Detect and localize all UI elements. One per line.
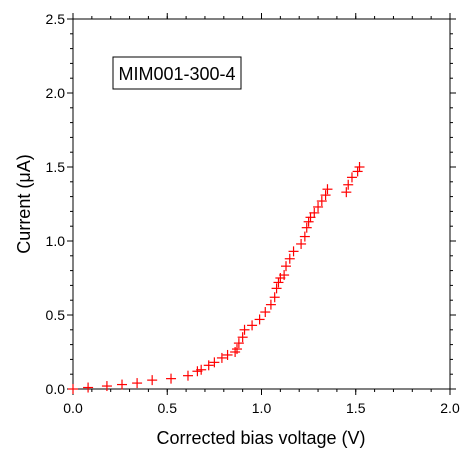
data-point bbox=[303, 216, 314, 227]
data-point bbox=[209, 357, 220, 368]
data-point bbox=[182, 370, 193, 381]
data-point bbox=[132, 378, 143, 389]
data-point bbox=[281, 261, 292, 272]
annotation-label: MIM001-300-4 bbox=[118, 64, 235, 84]
annotation-box bbox=[112, 56, 242, 90]
x-tick-label: 1.0 bbox=[252, 400, 272, 416]
y-tick-label: 2.0 bbox=[46, 85, 66, 101]
data-point bbox=[269, 292, 280, 303]
data-point bbox=[343, 179, 354, 190]
data-point bbox=[265, 299, 276, 310]
data-point bbox=[273, 277, 284, 288]
y-tick-label: 0.5 bbox=[46, 307, 66, 323]
x-tick-label: 0.0 bbox=[63, 400, 83, 416]
data-point bbox=[322, 184, 333, 195]
data-point bbox=[233, 338, 244, 349]
data-point bbox=[284, 253, 295, 264]
data-point bbox=[316, 196, 327, 207]
data-point bbox=[203, 360, 214, 371]
data-point bbox=[313, 201, 324, 212]
y-tick-label: 1.5 bbox=[46, 159, 66, 175]
data-point bbox=[260, 307, 271, 318]
data-point bbox=[117, 379, 128, 390]
data-point bbox=[216, 352, 227, 363]
y-axis-title: Current (μA) bbox=[14, 154, 34, 253]
x-tick-label: 0.5 bbox=[158, 400, 178, 416]
data-point bbox=[231, 344, 242, 355]
data-point bbox=[354, 162, 365, 172]
data-point bbox=[299, 231, 310, 242]
data-point bbox=[320, 190, 331, 201]
data-point bbox=[196, 364, 207, 375]
y-tick-label: 1.0 bbox=[46, 233, 66, 249]
data-point bbox=[166, 373, 177, 384]
data-point bbox=[301, 222, 312, 233]
x-axis-title: Corrected bias voltage (V) bbox=[156, 428, 365, 448]
data-points bbox=[68, 162, 365, 394]
data-point bbox=[68, 384, 78, 394]
data-point bbox=[254, 314, 265, 325]
y-tick-label: 2.5 bbox=[46, 11, 66, 27]
x-tick-label: 1.5 bbox=[346, 400, 366, 416]
data-point bbox=[239, 324, 250, 335]
data-point bbox=[147, 375, 158, 386]
x-tick-label: 2.0 bbox=[440, 400, 460, 416]
data-point bbox=[279, 270, 290, 281]
data-point bbox=[296, 238, 307, 249]
data-point bbox=[309, 207, 320, 218]
data-point bbox=[237, 332, 248, 343]
data-point bbox=[341, 187, 352, 198]
data-point bbox=[247, 320, 258, 331]
data-point bbox=[101, 381, 112, 392]
data-point bbox=[288, 246, 299, 257]
axis-ticks: 0.0 0.5 1.0 1.5 2.0 0.0 0.5 1.0 1.5 2.0 2.5 bbox=[46, 11, 460, 416]
data-point bbox=[83, 382, 94, 393]
data-point bbox=[346, 172, 357, 183]
y-tick-label: 0.0 bbox=[46, 381, 66, 397]
data-point bbox=[352, 166, 363, 177]
data-point bbox=[222, 349, 233, 360]
data-point bbox=[271, 283, 282, 294]
